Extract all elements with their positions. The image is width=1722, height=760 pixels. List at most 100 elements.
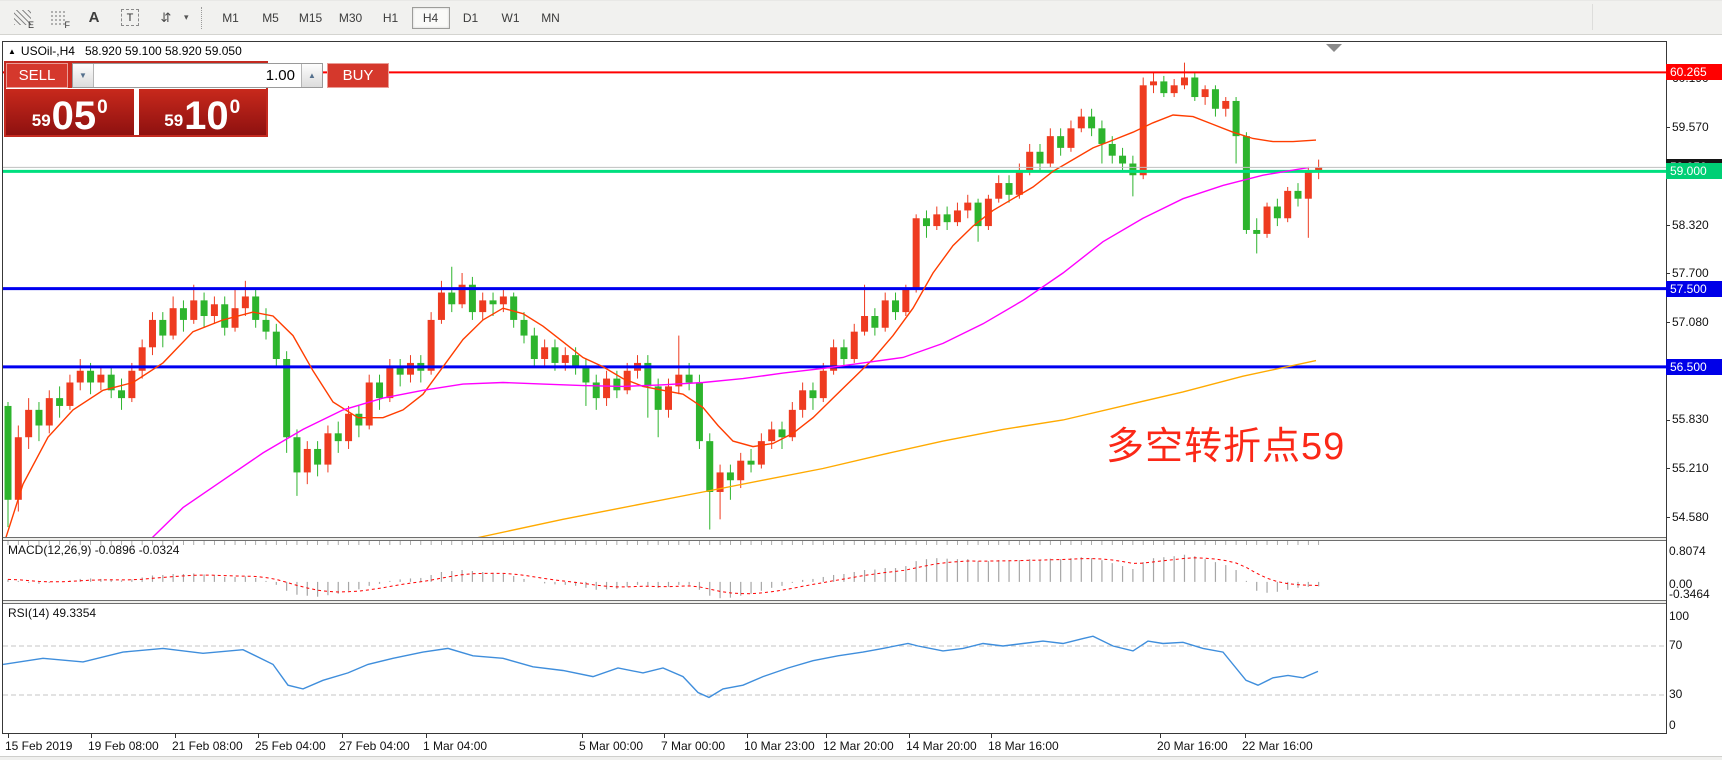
scroll-end-triangle-icon [1326,44,1342,52]
one-click-trade-widget: SELL ▼ ▲ BUY 59 05 0 59 10 0 [4,61,389,138]
time-tick [909,734,910,738]
main-chart-canvas[interactable] [3,42,1666,537]
buy-price-big: 10 [184,94,229,138]
time-label: 12 Mar 20:00 [823,739,894,753]
chart-window [2,41,1667,734]
rsi-scale-30: 30 [1669,687,1683,701]
price-badge-57.500: 57.500 [1666,280,1722,297]
toolbar-separator-right [1592,4,1593,30]
macd-values: -0.0896 -0.0324 [94,543,180,557]
pane-splitter-rsi[interactable] [3,600,1666,604]
time-tick [8,734,9,738]
time-label: 18 Mar 16:00 [988,739,1059,753]
price-tick-57.700: 57.700 [1666,266,1709,280]
time-tick [826,734,827,738]
time-label: 19 Feb 08:00 [88,739,159,753]
timeframe-button-m5[interactable]: M5 [262,10,279,25]
timeframe-button-m30[interactable]: M30 [338,10,363,25]
chart-annotation-text[interactable]: 多空转折点59 [1106,426,1346,468]
price-badge-56.500: 56.500 [1666,358,1722,375]
text-box-tool-icon[interactable]: T [116,6,144,30]
status-bar [0,756,1722,760]
rsi-scale-0: 0 [1669,718,1676,732]
rsi-value: 49.3354 [52,606,97,620]
text-label-tool-icon[interactable]: A [88,9,100,26]
price-tick-55.210: 55.210 [1666,461,1709,475]
buy-button[interactable]: BUY [327,63,389,88]
time-axis[interactable]: 15 Feb 2019 19 Feb 08:00 21 Feb 08:00 25 Fe… [2,734,1665,756]
pane-splitter-macd[interactable] [3,537,1666,541]
volume-input[interactable] [94,64,301,87]
time-tick [1245,734,1246,738]
time-label: 14 Mar 20:00 [906,739,977,753]
time-label: 15 Feb 2019 [5,739,73,753]
macd-scale-0.8074: 0.8074 [1669,544,1706,558]
time-label: 5 Mar 00:00 [579,739,644,753]
price-tick-58.320: 58.320 [1666,218,1709,232]
pattern-tool-icon[interactable]: E [8,6,36,30]
price-badge-59.000: 59.000 [1666,163,1722,180]
price-tick-54.580: 54.580 [1666,510,1709,524]
price-axis[interactable]: 60.19059.57058.95058.32057.70057.08056.4… [1666,42,1722,733]
buy-price-small: 59 [164,111,184,130]
buy-price-tile[interactable]: 59 10 0 [138,89,266,138]
macd-pane[interactable] [3,541,1666,600]
time-tick [991,734,992,738]
volume-increase-icon[interactable]: ▲ [301,64,322,87]
macd-canvas[interactable] [3,541,1666,600]
rsi-scale-100: 100 [1669,609,1690,623]
time-tick [258,734,259,738]
price-tick-55.830: 55.830 [1666,412,1709,426]
time-label: 21 Feb 08:00 [172,739,243,753]
toolbar-separator [200,6,202,29]
volume-decrease-icon[interactable]: ▼ [73,64,94,87]
collapse-triangle-icon[interactable]: ▲ [8,47,16,56]
time-tick [91,734,92,738]
main-chart-pane[interactable] [3,42,1666,537]
timeframe-button-m1[interactable]: M1 [222,10,239,25]
macd-scale-0.00: 0.00 [1669,577,1693,591]
time-tick [1160,734,1161,738]
timeframe-button-w1[interactable]: W1 [501,10,520,25]
cursor-tool-icon[interactable]: ⇵ [160,9,172,25]
macd-label: MACD(12,26,9) -0.0896 -0.0324 [8,543,180,557]
time-label: 25 Feb 04:00 [255,739,326,753]
timeframe-button-m15[interactable]: M15 [298,10,323,25]
toolbar: E F A T ⇵ ▾ M1 M5 M15 M30 H1 H4 D1 W1 MN [0,0,1722,35]
volume-stepper: ▼ ▲ [72,63,323,88]
rsi-scale-70: 70 [1669,638,1683,652]
price-tick-59.570: 59.570 [1666,120,1709,134]
time-label: 10 Mar 23:00 [744,739,815,753]
symbol-period-label: USOil-,H4 [20,44,75,58]
sell-price-big: 05 [51,94,97,138]
time-label: 7 Mar 00:00 [661,739,726,753]
macd-scale--0.3464: -0.3464 [1669,587,1710,601]
chevron-down-icon[interactable]: ▾ [184,12,189,22]
sell-price-sup: 0 [97,97,108,118]
time-tick [426,734,427,738]
time-label: 22 Mar 16:00 [1242,739,1313,753]
time-tick [664,734,665,738]
timeframe-button-d1[interactable]: D1 [462,10,479,25]
buy-price-sup: 0 [229,97,241,118]
price-tick-57.080: 57.080 [1666,315,1709,329]
time-label: 20 Mar 16:00 [1157,739,1228,753]
time-tick [747,734,748,738]
rsi-pane[interactable] [3,604,1666,733]
ohlc-values: 58.920 59.100 58.920 59.050 [84,44,242,58]
time-tick [175,734,176,738]
sell-price-small: 59 [31,111,51,130]
rsi-canvas[interactable] [3,604,1666,733]
grid-tool-icon[interactable]: F [44,6,72,30]
sell-price-tile[interactable]: 59 05 0 [6,89,134,138]
timeframe-button-mn[interactable]: MN [541,10,560,25]
price-badge-60.265: 60.265 [1666,64,1722,81]
time-tick [342,734,343,738]
chart-title: ▲ USOil-,H4 58.920 59.100 58.920 59.050 [8,44,242,58]
rsi-label: RSI(14) 49.3354 [8,606,97,620]
draw-tools-group: E F A T ⇵ ▾ [0,6,189,30]
timeframe-button-h4[interactable]: H4 [411,6,450,29]
timeframe-button-h1[interactable]: H1 [382,10,399,25]
time-label: 1 Mar 04:00 [423,739,488,753]
sell-button[interactable]: SELL [6,63,68,88]
